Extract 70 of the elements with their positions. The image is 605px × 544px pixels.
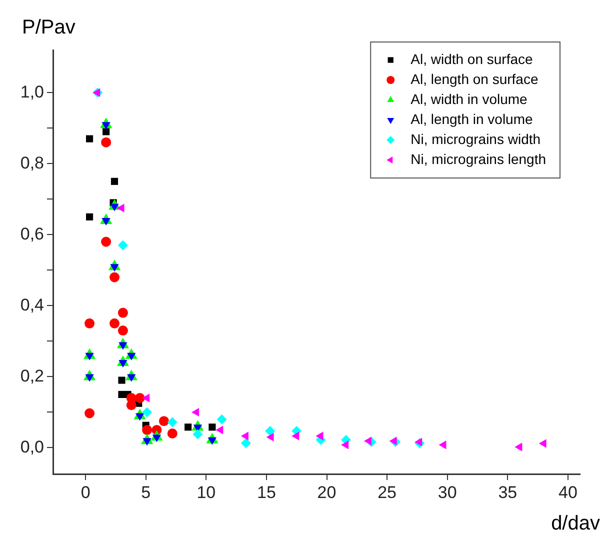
point bbox=[184, 424, 192, 431]
point bbox=[102, 128, 110, 136]
point bbox=[316, 432, 324, 440]
legend-label: Al, length in volume bbox=[410, 110, 534, 127]
point bbox=[101, 137, 112, 148]
y-tick-label: 0,0 bbox=[20, 437, 44, 456]
legend-label: Al, width on surface bbox=[410, 50, 533, 67]
point bbox=[538, 439, 546, 448]
y-tick-label: 0,8 bbox=[20, 153, 44, 172]
point bbox=[110, 318, 120, 328]
x-tick-label: 10 bbox=[196, 482, 216, 502]
point bbox=[216, 426, 224, 434]
x-tick-label: 5 bbox=[141, 482, 151, 502]
y-tick-label: 0,4 bbox=[20, 295, 44, 314]
point bbox=[118, 308, 128, 318]
point bbox=[167, 417, 178, 428]
y-tick-label: 0,2 bbox=[20, 366, 44, 386]
x-tick-label: 40 bbox=[558, 482, 578, 502]
x-tick-label: 20 bbox=[317, 482, 336, 502]
point bbox=[266, 432, 274, 442]
point bbox=[134, 393, 145, 404]
point bbox=[110, 264, 119, 272]
point bbox=[364, 436, 372, 446]
point bbox=[216, 414, 227, 424]
point bbox=[126, 400, 136, 410]
y-tick-label: 1,0 bbox=[20, 82, 44, 102]
point bbox=[341, 440, 349, 450]
point bbox=[110, 204, 119, 212]
point bbox=[86, 213, 94, 220]
point bbox=[84, 318, 95, 328]
x-tick-label: 0 bbox=[80, 482, 90, 502]
point bbox=[152, 434, 162, 442]
point bbox=[92, 88, 100, 97]
point bbox=[110, 178, 118, 185]
point bbox=[389, 436, 397, 446]
x-tick-label: 30 bbox=[438, 482, 457, 502]
point bbox=[158, 416, 169, 426]
point bbox=[292, 432, 300, 440]
point bbox=[142, 394, 150, 402]
x-tick-label: 35 bbox=[498, 482, 518, 502]
point bbox=[208, 437, 217, 445]
point bbox=[116, 204, 124, 212]
point bbox=[265, 426, 276, 436]
point bbox=[240, 438, 251, 448]
x-tick-label: 15 bbox=[256, 482, 276, 502]
point bbox=[101, 236, 112, 247]
point bbox=[86, 135, 94, 142]
point bbox=[110, 272, 120, 282]
legend-label: Ni, micrograins width bbox=[410, 130, 541, 147]
point bbox=[167, 428, 178, 439]
point bbox=[438, 440, 446, 450]
point bbox=[208, 424, 216, 431]
point bbox=[118, 240, 128, 250]
point bbox=[514, 442, 522, 452]
y-axis-title: P/Pav bbox=[22, 16, 76, 39]
point bbox=[240, 432, 248, 440]
point bbox=[84, 408, 95, 418]
point bbox=[118, 376, 126, 384]
legend-label: Ni, micrograins length bbox=[410, 150, 546, 167]
point bbox=[118, 326, 128, 336]
point bbox=[142, 424, 152, 435]
x-axis-title: d/dav bbox=[551, 512, 600, 535]
point bbox=[192, 429, 203, 440]
point bbox=[414, 438, 422, 446]
point bbox=[142, 407, 152, 418]
x-tick-label: 25 bbox=[378, 482, 397, 502]
y-tick-label: 0,6 bbox=[20, 224, 44, 244]
legend-label: Al, width in volume bbox=[410, 90, 528, 107]
point bbox=[192, 408, 200, 417]
legend-label: Al, length on surface bbox=[410, 70, 538, 87]
